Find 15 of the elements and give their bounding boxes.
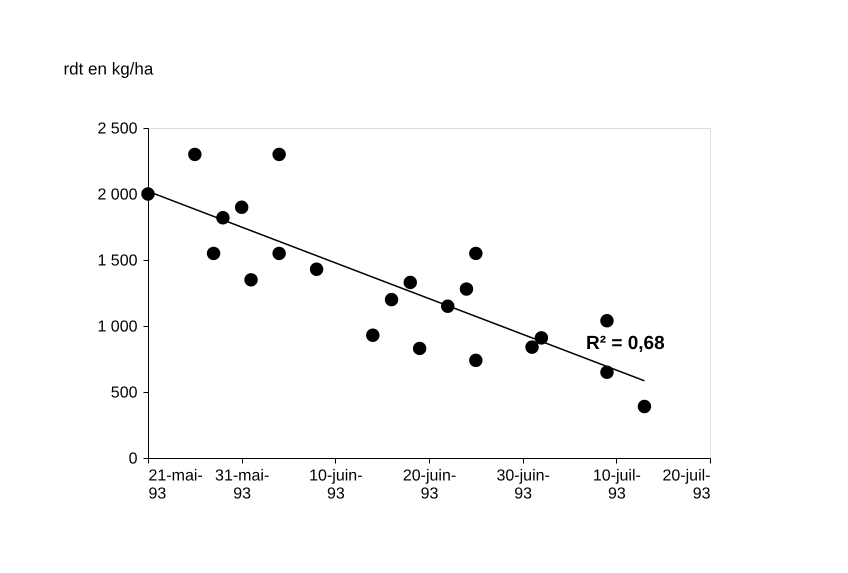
y-axis-title: rdt en kg/ha [64, 60, 154, 78]
y-tick-label: 2 500 [97, 120, 138, 138]
x-tick-label: 20-juin-93 [402, 468, 456, 502]
y-tick-label: 1 500 [97, 252, 138, 270]
x-tick-label: 31-mai-93 [215, 468, 270, 502]
x-tick-label: 21-mai-93 [148, 468, 203, 502]
x-tick-label: 20-juil-93 [662, 468, 711, 502]
x-tick-label: 30-juin-93 [496, 468, 550, 502]
y-tick-label: 0 [128, 450, 138, 468]
y-tick-label: 1 000 [97, 318, 138, 336]
x-tick-label: 10-juil-93 [592, 468, 641, 502]
annotation: R² = 0,68 [586, 333, 665, 354]
y-tick-label: 500 [110, 384, 138, 402]
y-tick-label: 2 000 [97, 186, 138, 204]
x-tick-label: 10-juin-93 [309, 468, 363, 502]
